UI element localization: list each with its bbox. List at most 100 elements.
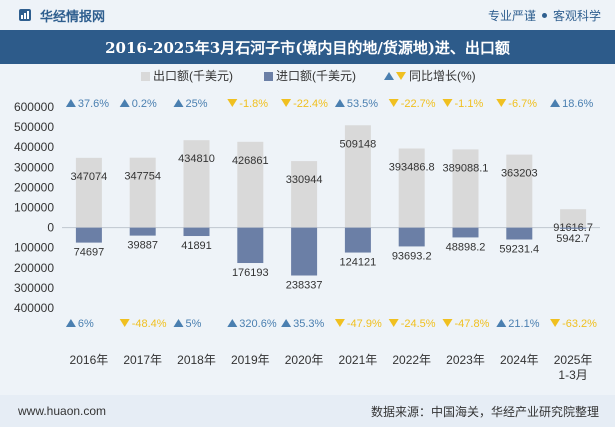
legend-swatch-import [264,72,273,81]
legend-label-import: 进口额(千美元) [276,69,356,83]
data-label-import: 48898.2 [446,241,486,253]
data-label-import: 5942.7 [556,233,590,245]
x-tick-label: 2024年 [500,353,539,367]
yoy-export-label: -6.7% [508,98,537,110]
yoy-export-label: 18.6% [562,98,593,110]
x-tick-label: 2021年 [339,353,378,367]
yoy-import-label: -47.8% [455,318,490,330]
bar-export [506,154,533,228]
x-tick-label: 2017年 [123,353,162,367]
data-label-export: 347754 [124,171,161,183]
yoy-import-label: 320.6% [239,318,277,330]
data-label-import: 238337 [286,280,323,292]
yoy-export-down-icon [496,99,507,107]
bar-export [75,157,102,228]
yoy-export-down-icon [227,99,238,107]
yoy-export-label: -22.7% [401,98,436,110]
data-label-import: 39887 [127,240,158,252]
x-tick-label: 2016年 [70,353,109,367]
brand[interactable]: 华经情报网 [18,6,105,25]
data-label-import: 93693.2 [392,250,432,262]
bar-export [183,140,210,228]
yoy-import-label: -63.2% [562,318,597,330]
bar-import [183,227,210,237]
yoy-import-down-icon [550,319,561,327]
bar-export [237,141,264,228]
bar-import [237,227,264,264]
y-tick-label: 200000 [14,180,54,194]
x-tick-label: 2020年 [285,353,324,367]
y-tick-label: 500000 [14,120,54,134]
data-label-export: 426861 [232,155,269,167]
bar-export [129,157,156,228]
tagline: 专业严谨 客观科学 [488,7,601,24]
yoy-export-up-icon [334,99,345,107]
yoy-import-up-icon [496,319,507,327]
data-label-export: 509148 [340,138,377,150]
x-tick-label: 1-3月 [558,368,587,382]
yoy-import-label: 21.1% [508,318,539,330]
yoy-import-up-icon [173,319,184,327]
yoy-export-up-icon [173,99,184,107]
x-tick-label: 2022年 [392,353,431,367]
bar-import [398,227,425,247]
yoy-export-label: 0.2% [132,98,157,110]
x-tick-label: 2018年 [177,353,216,367]
yoy-export-label: 53.5% [347,98,378,110]
yoy-export-up-icon [550,99,561,107]
bar-import [506,227,533,240]
x-tick-label: 2019年 [231,353,270,367]
yoy-import-up-icon [65,319,76,327]
bar-export [398,148,425,228]
tagline-2: 客观科学 [552,8,601,23]
data-source: 数据来源：中国海关，华经产业研究院整理 [370,404,599,419]
yoy-import-label: -24.5% [401,318,436,330]
legend-up-icon [384,72,394,80]
yoy-import-up-icon [227,319,238,327]
yoy-import-down-icon [334,319,345,327]
legend-down-icon [396,72,406,80]
tagline-dot-icon [541,12,547,18]
yoy-import-down-icon [388,319,399,327]
chart-title: 2016-2025年3月石河子市(境内目的地/货源地)进、出口额 [105,38,510,57]
yoy-export-label: 37.6% [78,98,109,110]
data-label-export: 393486.8 [389,162,435,174]
y-tick-label: 100000 [14,241,54,255]
bar-export [291,161,318,228]
y-tick-label: 200000 [14,261,54,275]
data-label-import: 74697 [74,247,105,259]
data-label-import: 59231.4 [499,244,539,256]
legend-swatch-export [141,72,150,81]
bar-import [75,227,102,243]
x-tick-label: 2025年 [554,353,593,367]
yoy-import-label: -48.4% [132,318,167,330]
yoy-import-down-icon [442,319,453,327]
yoy-import-label: 6% [78,318,94,330]
yoy-export-label: -1.8% [239,98,268,110]
yoy-import-label: 5% [186,318,202,330]
y-tick-label: 100000 [14,201,54,215]
yoy-export-label: -22.4% [293,98,328,110]
y-tick-label: 400000 [14,140,54,154]
y-tick-label: 600000 [14,100,54,114]
yoy-import-up-icon [281,319,292,327]
yoy-export-down-icon [281,99,292,107]
chart-plot: 出口额(千美元) 进口额(千美元) 同比增长(%) 400000 300000 20000… [14,69,600,382]
brand-name: 华经情报网 [40,8,106,24]
data-label-export: 434810 [178,153,215,165]
bar-export [560,209,587,228]
y-tick-label: 300000 [14,160,54,174]
data-label-export: 363203 [501,168,538,180]
title-bar: 2016-2025年3月石河子市(境内目的地/货源地)进、出口额 [0,30,615,64]
yoy-export-up-icon [65,99,76,107]
yoy-import-label: 35.3% [293,318,324,330]
bottom-bar: www.huaon.com 数据来源：中国海关，华经产业研究院整理 [0,395,615,427]
y-tick-label: 0 [47,221,54,235]
tagline-1: 专业严谨 [487,8,536,23]
data-label-import: 176193 [232,267,269,279]
yoy-import-label: -47.9% [347,318,382,330]
bar-import [291,227,318,276]
site-url[interactable]: www.huaon.com [18,404,107,418]
top-bar: 华经情报网 专业严谨 客观科学 [0,0,615,30]
